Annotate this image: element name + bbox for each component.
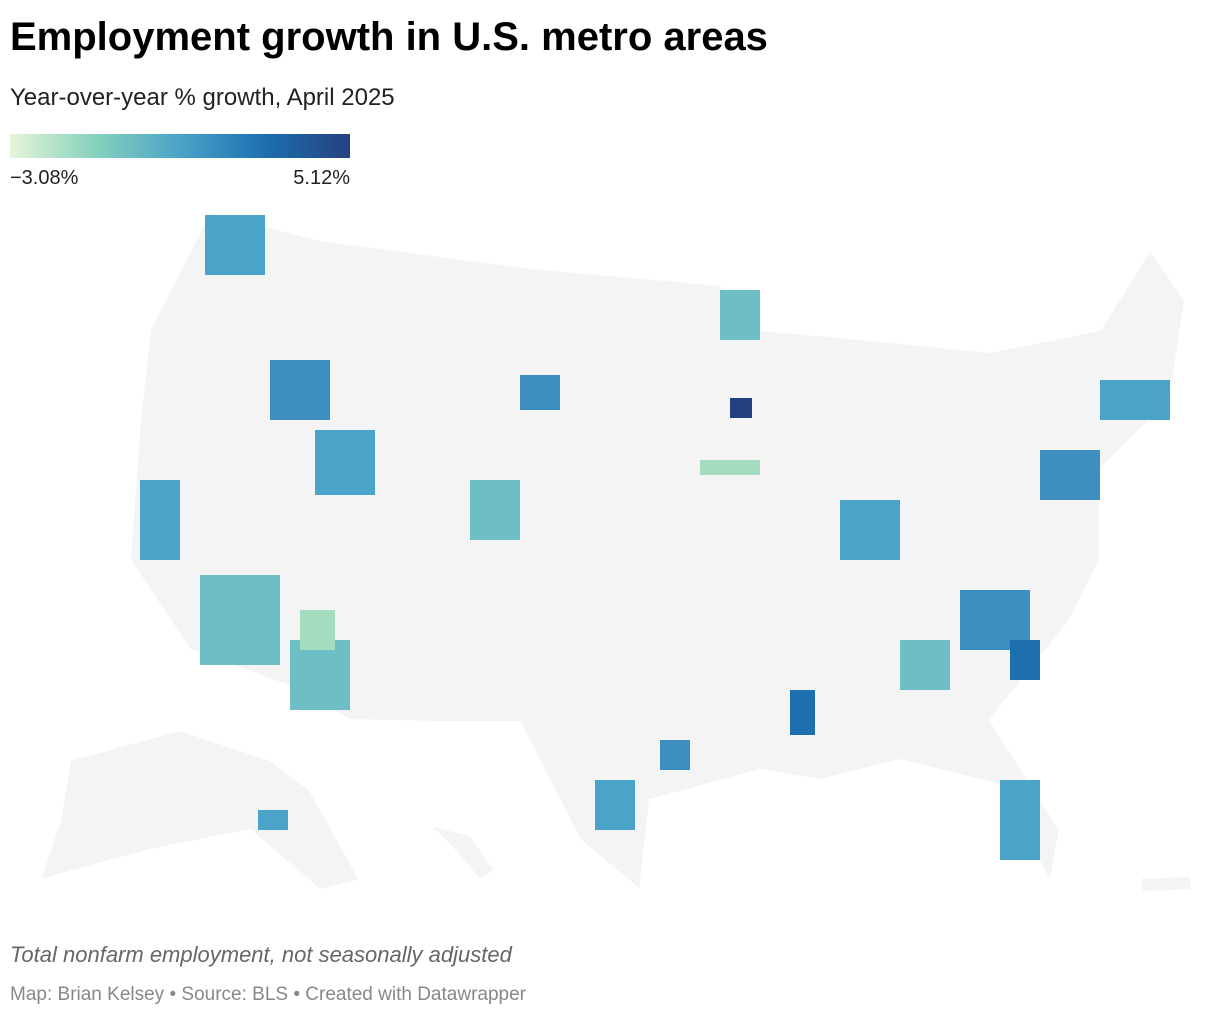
metro: [290, 640, 350, 710]
metro: [140, 480, 180, 560]
note: Total nonfarm employment, not seasonally…: [10, 942, 513, 967]
metro: [258, 810, 288, 830]
alaska: [38, 728, 362, 892]
metro: [790, 690, 815, 735]
metro: [900, 640, 950, 690]
metro: [660, 740, 690, 770]
metro: [1000, 780, 1040, 860]
metro: [315, 430, 375, 495]
metro: [1100, 380, 1170, 420]
subtitle: Year-over-year % growth, April 2025: [10, 84, 395, 111]
metro: [595, 780, 635, 830]
metro: [720, 290, 760, 340]
metro: [1040, 450, 1100, 500]
credit: Map: Brian Kelsey • Source: BLS • Create…: [10, 984, 527, 1005]
title: Employment growth in U.S. metro areas: [10, 15, 768, 59]
metro: [700, 460, 760, 475]
legend-min-label: −3.08%: [10, 167, 79, 189]
metro: [270, 360, 330, 420]
metro: [520, 375, 560, 410]
puerto-rico: [1138, 874, 1194, 894]
legend-gradient: [10, 134, 350, 158]
metro: [200, 575, 280, 665]
metro: [205, 215, 265, 275]
metro: [840, 500, 900, 560]
legend-max-label: 5.12%: [293, 167, 350, 189]
hawaii: [426, 823, 497, 882]
map: [38, 210, 1194, 894]
metro: [730, 398, 752, 418]
metro: [300, 610, 335, 650]
metro: [470, 480, 520, 540]
metro: [1010, 640, 1040, 680]
